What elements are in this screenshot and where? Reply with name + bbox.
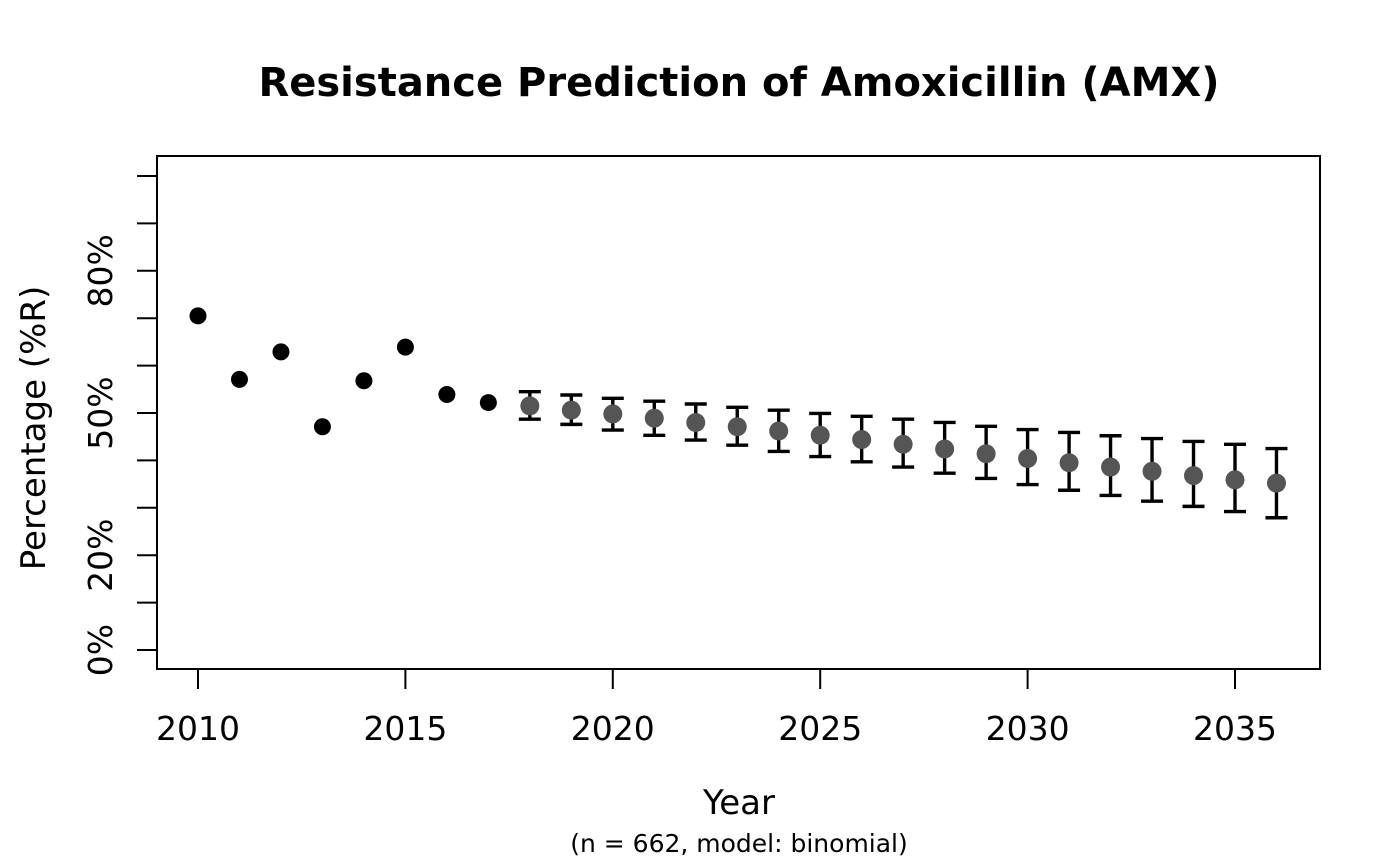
predicted-point (603, 404, 623, 424)
predicted-points (520, 396, 1286, 493)
prediction-error-bars (518, 389, 1288, 520)
y-tick-label: 50% (81, 376, 120, 449)
predicted-point (1266, 473, 1286, 493)
x-axis-tick-labels: 2010 2015 2020 2025 2030 2035 (156, 709, 1277, 748)
y-tick-label: 0% (81, 624, 120, 676)
predicted-point (1101, 457, 1121, 477)
x-axis-ticks (197, 669, 1236, 689)
predicted-point (852, 430, 872, 450)
observed-point (313, 418, 331, 436)
predicted-point (686, 412, 706, 432)
y-axis-title: Percentage (%R) (14, 286, 54, 571)
predicted-point (1018, 449, 1038, 469)
y-tick-label: 20% (81, 519, 120, 592)
x-tick-label: 2015 (363, 709, 447, 748)
predicted-point (561, 400, 581, 420)
observed-point (479, 394, 497, 412)
predicted-point (644, 408, 664, 428)
x-tick-label: 2035 (1193, 709, 1277, 748)
x-tick-label: 2010 (156, 709, 240, 748)
x-tick-label: 2020 (571, 709, 655, 748)
observed-point (230, 370, 248, 388)
y-axis-ticks (137, 175, 157, 651)
predicted-point (727, 417, 747, 437)
predicted-point (810, 425, 830, 445)
observed-point (355, 372, 373, 390)
x-tick-label: 2030 (986, 709, 1070, 748)
observed-point (438, 386, 456, 404)
predicted-point (1184, 466, 1204, 486)
observed-point (396, 338, 414, 356)
observed-point (189, 307, 207, 325)
x-axis-title: Year (702, 783, 775, 823)
observed-point (272, 343, 290, 361)
chart-subtitle: (n = 662, model: binomial) (570, 829, 908, 858)
predicted-point (520, 396, 540, 416)
predicted-point (976, 444, 996, 464)
observed-points (189, 307, 497, 436)
predicted-point (1225, 470, 1245, 490)
y-tick-label: 80% (81, 234, 120, 307)
predicted-point (1059, 453, 1079, 473)
predicted-point (935, 439, 955, 459)
predicted-point (1142, 461, 1162, 481)
y-axis-tick-labels: 0% 20% 50% 80% (81, 234, 120, 676)
x-tick-label: 2025 (778, 709, 862, 748)
chart-title: Resistance Prediction of Amoxicillin (AM… (258, 60, 1219, 106)
predicted-point (769, 421, 789, 441)
predicted-point (893, 434, 913, 454)
